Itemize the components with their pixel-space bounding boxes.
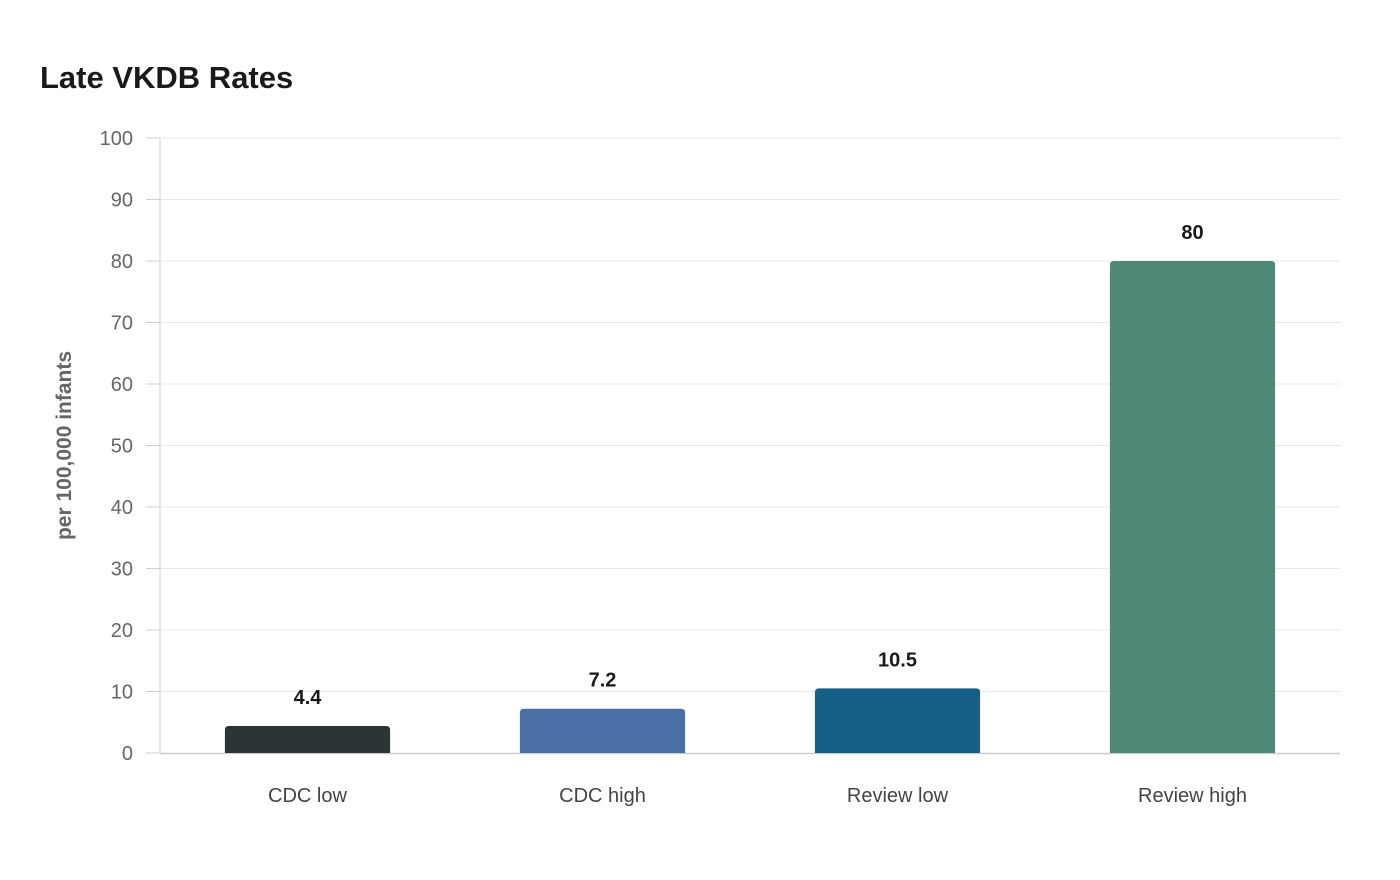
x-category-label: CDC low [268, 785, 347, 807]
y-tick-label: 0 [122, 743, 133, 765]
y-tick-label: 30 [111, 559, 133, 581]
data-label: 10.5 [878, 649, 917, 671]
x-category-label: Review low [847, 785, 949, 807]
y-tick-label: 50 [111, 436, 133, 458]
bar-cdc-low [224, 725, 391, 753]
data-labels: 4.4 7.2 10.5 80 [294, 222, 1204, 709]
bars [224, 261, 1276, 753]
y-tick-label: 80 [111, 251, 133, 273]
y-tick-label: 20 [111, 620, 133, 642]
x-category-label: Review high [1138, 785, 1247, 807]
x-axis-categories: CDC low CDC high Review low Review high [268, 785, 1247, 807]
chart-title: Late VKDB Rates [40, 60, 294, 95]
y-tick-label: 40 [111, 497, 133, 519]
y-tick-label: 90 [111, 190, 133, 212]
y-tick-label: 70 [111, 313, 133, 335]
y-tick-label: 10 [111, 682, 133, 704]
bar-cdc-high [519, 708, 686, 753]
data-label: 7.2 [589, 670, 617, 692]
data-label: 4.4 [294, 687, 323, 709]
bar-review-high [1109, 261, 1276, 753]
bar-review-low [814, 688, 981, 753]
y-tick-label: 60 [111, 374, 133, 396]
y-tick-label: 100 [100, 128, 133, 150]
x-category-label: CDC high [559, 785, 646, 807]
data-label: 80 [1181, 222, 1203, 244]
y-axis-ticks: 0 10 20 30 40 50 60 70 80 90 100 [100, 128, 160, 765]
y-axis-label: per 100,000 infants [53, 351, 76, 540]
